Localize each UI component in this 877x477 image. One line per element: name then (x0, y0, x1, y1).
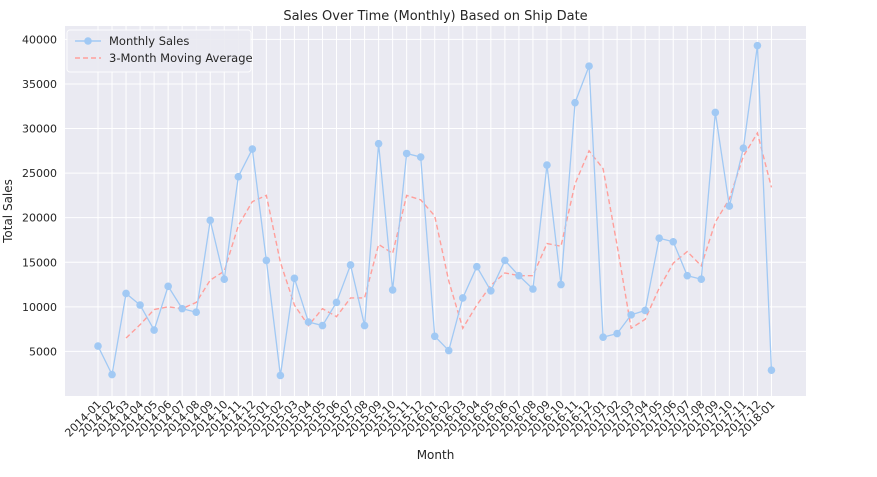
monthly-sales-point (374, 139, 383, 148)
monthly-sales-point (388, 286, 397, 294)
monthly-sales-point (669, 237, 678, 246)
monthly-sales-point (318, 321, 327, 330)
monthly-sales-point (627, 311, 635, 319)
monthly-sales-point (234, 172, 243, 181)
monthly-sales-point (164, 282, 172, 291)
legend-monthly-marker (84, 37, 92, 45)
plot-background (65, 26, 806, 396)
monthly-sales-point (739, 144, 748, 152)
monthly-sales-point (585, 62, 593, 70)
y-tick-label: 40000 (22, 33, 57, 46)
moving-average-line (125, 131, 773, 339)
monthly-sales-point (683, 271, 692, 280)
monthly-sales-point (725, 202, 734, 210)
grid-lines (65, 26, 806, 396)
y-tick-labels: 5000 10000 15000 20000 25000 30000 35000 40000 (22, 33, 57, 358)
y-tick-label: 15000 (22, 256, 57, 269)
y-tick-label: 10000 (22, 301, 57, 314)
monthly-sales-point (430, 332, 439, 341)
monthly-sales-point (557, 280, 565, 289)
monthly-sales-point (178, 304, 186, 313)
legend-moving-avg-label: 3-Month Moving Average (109, 51, 253, 65)
monthly-sales-point (599, 333, 607, 341)
monthly-sales-point (416, 153, 425, 161)
chart-title: Sales Over Time (Monthly) Based on Ship … (283, 9, 587, 24)
x-tick-labels: 2014-012014-022014-032014-042014-052014-… (62, 398, 777, 440)
monthly-sales-point (276, 371, 285, 380)
monthly-sales-point (402, 149, 411, 158)
y-tick-label: 5000 (29, 345, 57, 358)
monthly-sales-point (262, 256, 271, 265)
monthly-sales-point (192, 308, 201, 316)
monthly-sales-point (346, 261, 355, 269)
monthly-sales-point (332, 298, 341, 307)
legend: Monthly Sales 3-Month Moving Average (66, 29, 253, 73)
monthly-sales-point (697, 275, 706, 284)
monthly-sales-point (108, 370, 116, 379)
monthly-sales-point (529, 285, 537, 293)
monthly-sales-point (150, 326, 158, 334)
legend-box (66, 29, 252, 73)
monthly-sales-point (753, 41, 762, 50)
monthly-sales-point (543, 161, 551, 169)
series-layer (94, 41, 776, 380)
monthly-sales-point (248, 145, 257, 153)
monthly-sales-point (290, 274, 299, 283)
y-tick-label: 30000 (22, 123, 57, 136)
legend-monthly-label: Monthly Sales (109, 34, 189, 48)
monthly-sales-point (711, 108, 720, 117)
x-axis-label: Month (417, 448, 455, 462)
monthly-sales-point (487, 286, 495, 295)
y-tick-label: 20000 (22, 212, 57, 225)
monthly-sales-point (571, 98, 579, 107)
y-tick-label: 25000 (22, 167, 57, 180)
monthly-sales-point (220, 275, 229, 284)
monthly-sales-point (501, 256, 509, 265)
y-tick-label: 35000 (22, 78, 57, 91)
monthly-sales-point (613, 329, 621, 338)
monthly-sales-point (473, 262, 481, 271)
monthly-sales-point (122, 289, 130, 298)
y-axis-label: Total Sales (1, 179, 15, 244)
monthly-sales-point (641, 306, 649, 315)
monthly-sales-point (206, 216, 215, 225)
monthly-sales-point (304, 318, 313, 326)
monthly-sales-point (444, 346, 453, 355)
monthly-sales-point (136, 301, 144, 309)
monthly-sales-point (515, 271, 523, 280)
monthly-sales-point (767, 366, 776, 374)
monthly-sales-point (458, 294, 467, 302)
monthly-sales-point (655, 234, 663, 242)
monthly-sales-point (360, 321, 369, 330)
monthly-sales-point (94, 342, 102, 350)
